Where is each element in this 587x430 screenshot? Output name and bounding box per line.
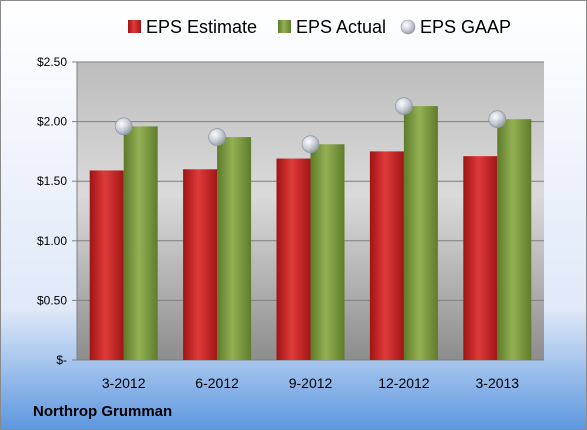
legend-label-gaap: EPS GAAP <box>420 17 511 37</box>
x-tick-label: 3-2012 <box>102 375 146 391</box>
y-tick-label: $2.00 <box>37 115 67 129</box>
bar-eps-estimate <box>89 170 124 360</box>
bar-eps-estimate <box>463 156 498 360</box>
marker-eps-gaap <box>301 135 320 154</box>
y-axis-ticks: $- $0.50 $1.00 $1.50 $2.00 $2.50 <box>37 55 67 367</box>
gaap-markers <box>114 97 507 154</box>
legend-swatch-actual <box>278 20 291 33</box>
bar-eps-estimate <box>369 151 404 360</box>
bar-eps-actual <box>403 106 438 360</box>
x-tick-label: 3-2013 <box>476 375 520 391</box>
x-tick-label: 12-2012 <box>378 375 430 391</box>
bar-eps-estimate <box>183 169 218 360</box>
marker-eps-gaap <box>114 117 133 136</box>
legend-item-gaap: EPS GAAP <box>400 17 511 37</box>
bar-eps-actual <box>497 119 532 360</box>
bar-eps-estimate <box>276 158 311 360</box>
bar-eps-actual <box>123 126 158 360</box>
legend-swatch-gaap <box>400 19 416 35</box>
company-name: Northrop Grumman <box>33 403 172 420</box>
y-tick-label: $2.50 <box>37 55 67 69</box>
legend-swatch-estimate <box>128 20 141 33</box>
legend-item-estimate: EPS Estimate <box>128 17 257 37</box>
marker-eps-gaap <box>395 97 413 115</box>
bars <box>89 106 532 360</box>
x-tick-label: 9-2012 <box>289 375 333 391</box>
y-tick-label: $0.50 <box>37 293 67 307</box>
y-tick-label: $1.50 <box>37 174 67 188</box>
bar-eps-actual <box>217 137 252 360</box>
x-axis-ticks: 3-2012 6-2012 9-2012 12-2012 3-2013 <box>102 375 519 391</box>
legend: EPS Estimate EPS Actual EPS GAAP <box>128 17 511 37</box>
y-tick-label: $1.00 <box>37 234 67 248</box>
bar-eps-actual <box>310 144 345 360</box>
legend-item-actual: EPS Actual <box>278 17 386 37</box>
marker-eps-gaap <box>488 110 507 129</box>
legend-label-estimate: EPS Estimate <box>146 17 257 37</box>
marker-eps-gaap <box>208 128 226 146</box>
x-tick-label: 6-2012 <box>195 375 239 391</box>
legend-label-actual: EPS Actual <box>296 17 386 37</box>
y-tick-label: $- <box>56 353 67 367</box>
